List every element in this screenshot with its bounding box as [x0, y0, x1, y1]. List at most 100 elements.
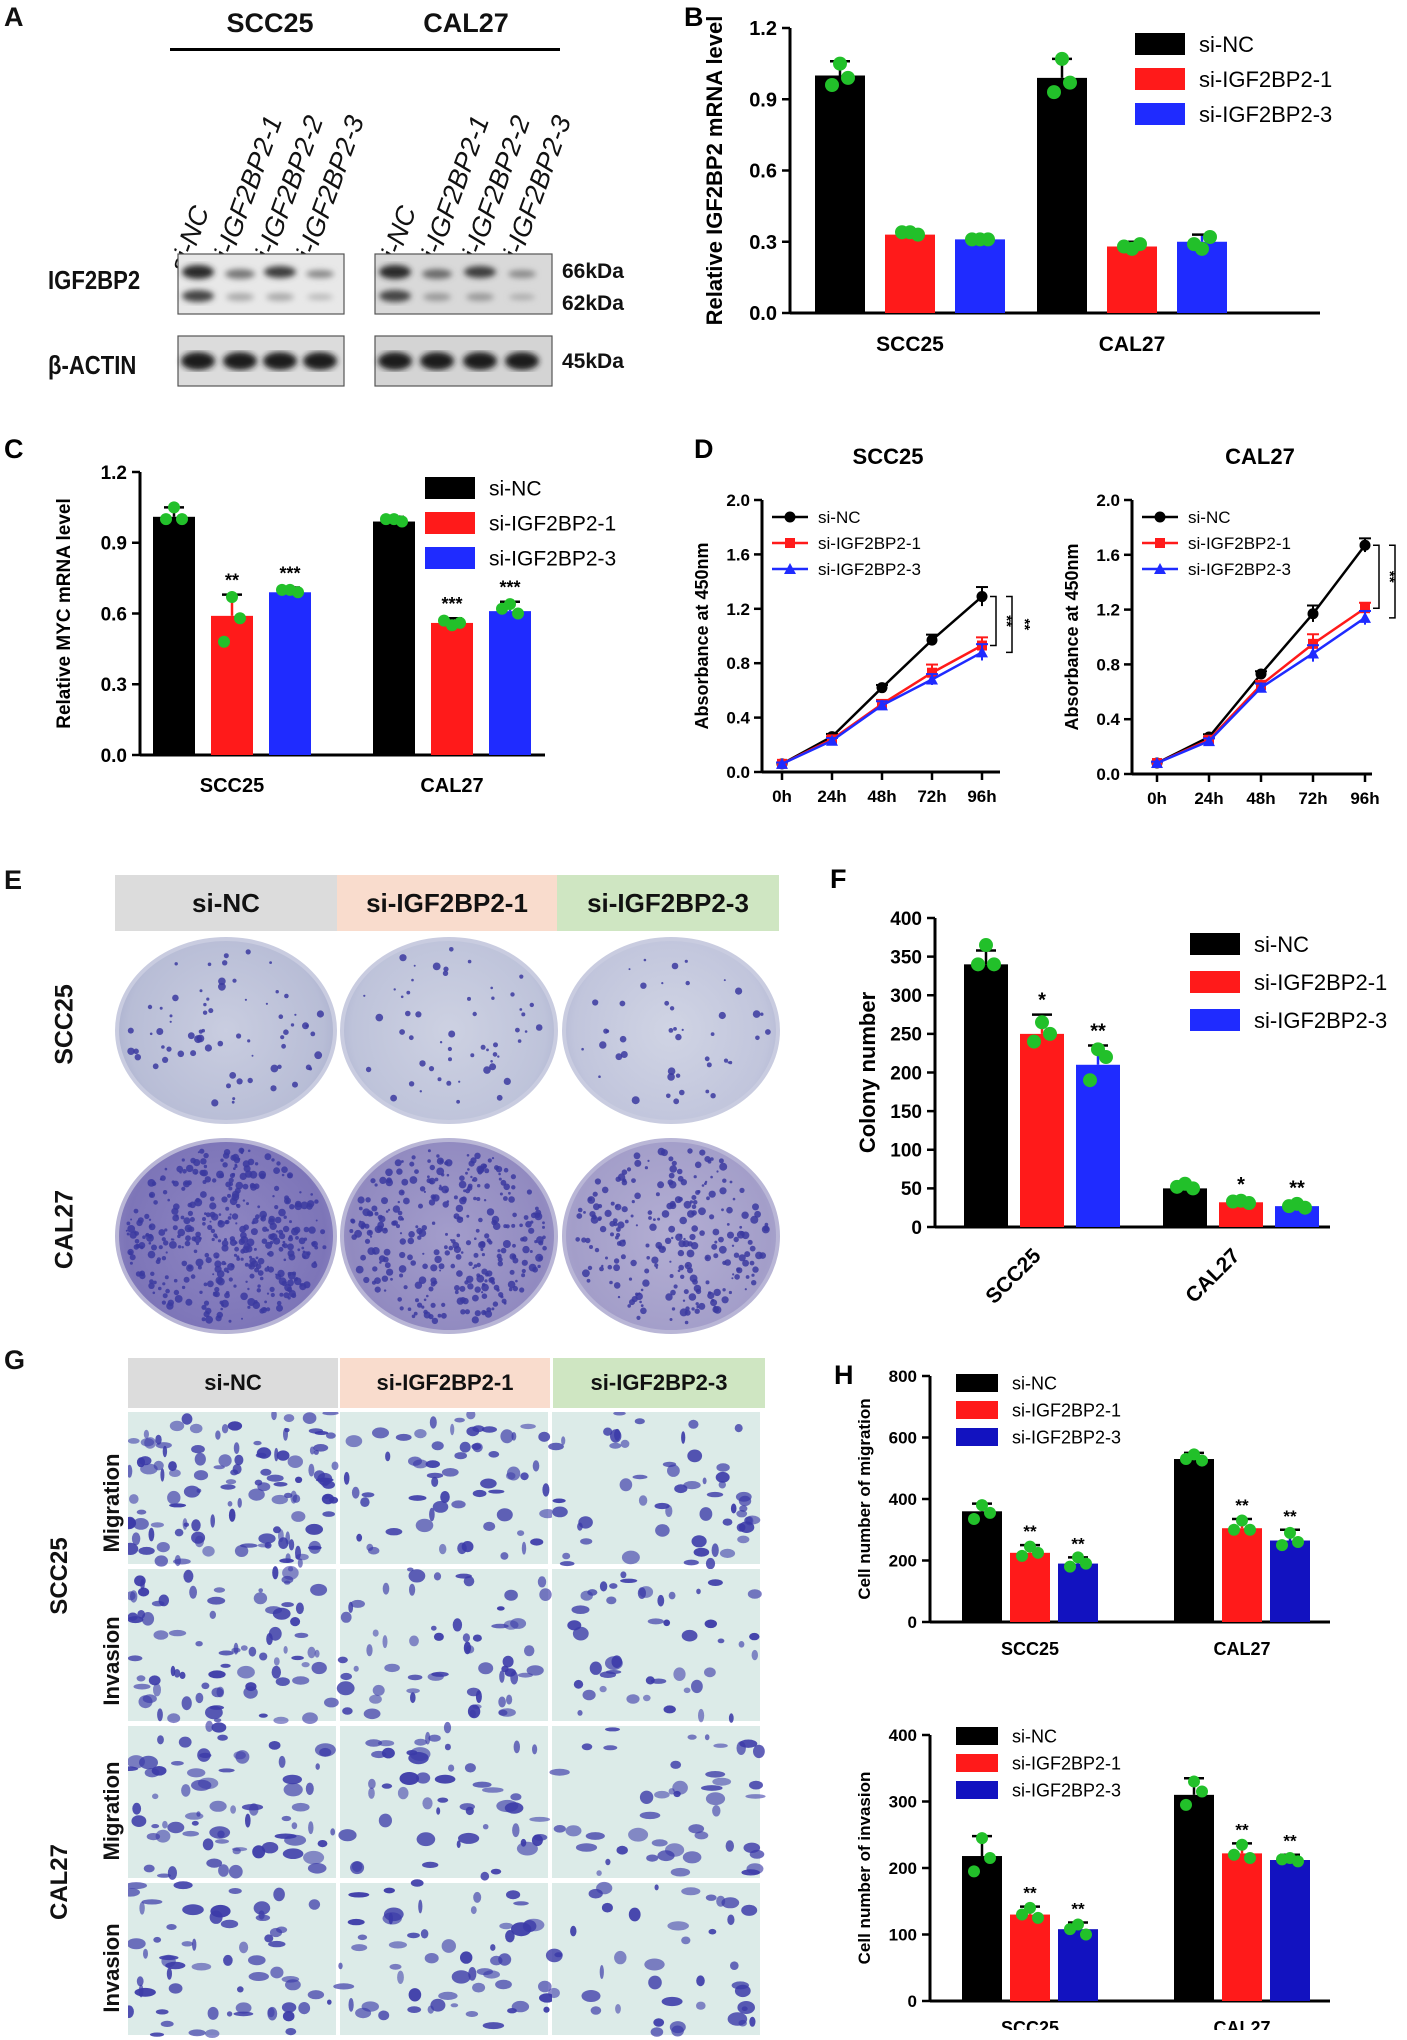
cell-cluster: [448, 1764, 455, 1772]
cell-cluster: [268, 1626, 282, 1641]
cell-cluster: [308, 1463, 315, 1477]
cell-cluster: [498, 1696, 506, 1708]
cell-cluster: [155, 1829, 171, 1843]
cell-cluster: [655, 1524, 670, 1537]
cell-cluster: [128, 1542, 139, 1555]
cell-cluster: [418, 1899, 423, 1914]
bar: [1163, 1188, 1207, 1227]
bar: [1270, 1860, 1310, 2001]
cell-cluster: [258, 1588, 263, 1593]
cell-cluster: [192, 1938, 197, 1951]
cell-cluster: [288, 1539, 295, 1551]
cell-cluster: [414, 1429, 427, 1439]
cell-cluster: [360, 1497, 370, 1507]
cell-cluster: [495, 1979, 512, 1990]
cell-cluster: [191, 1531, 206, 1544]
legend-label: si-IGF2BP2-3: [818, 560, 921, 579]
data-point: [971, 957, 985, 972]
plate-row-label-cal27: CAL27: [50, 1189, 79, 1270]
cell-cluster: [150, 1522, 164, 1528]
cell-cluster: [483, 1521, 496, 1531]
cell-cluster: [708, 1928, 717, 1935]
cell-cluster: [223, 1954, 233, 1966]
cell-cluster: [668, 1591, 676, 1600]
cell-cluster: [577, 1710, 583, 1716]
data-point: [841, 70, 855, 85]
marker-45kda: 45kDa: [562, 350, 624, 373]
data-point: [1032, 1546, 1044, 1559]
data-point: [987, 957, 1001, 972]
cell-cluster: [326, 1432, 336, 1439]
data-point: [1027, 1034, 1041, 1049]
data-point: [976, 646, 988, 658]
data-point: [968, 1512, 980, 1525]
data-point: [926, 673, 938, 685]
cell-cluster: [215, 1430, 221, 1440]
cell-cluster: [183, 1485, 201, 1498]
cell-cluster: [422, 1797, 433, 1810]
cell-cluster: [174, 1555, 181, 1567]
cell-cluster: [372, 1684, 385, 1696]
cell-cluster: [365, 1739, 383, 1747]
cell-cluster: [478, 1662, 494, 1675]
cell-cluster: [439, 1543, 447, 1555]
cell-cluster: [213, 1465, 225, 1470]
cell-cluster: [253, 1440, 262, 1446]
bar: [1058, 1929, 1098, 2001]
cell-cluster: [706, 1491, 724, 1498]
transwell-tile: [128, 1569, 336, 1721]
cell-cluster: [488, 1489, 505, 1494]
category-label: CAL27: [1213, 1639, 1270, 1659]
cell-cluster: [427, 1672, 444, 1681]
data-point: [1255, 681, 1267, 693]
cell-cluster: [157, 1708, 163, 1722]
cell-cluster: [330, 1828, 336, 1836]
legend-marker: [1154, 511, 1166, 523]
cell-cluster: [433, 1572, 442, 1581]
cell-cluster: [337, 1656, 348, 1664]
blot-row-label-igf2bp2: IGF2BP2: [48, 265, 141, 295]
cell-cluster: [248, 1488, 265, 1501]
cell-cluster: [456, 1840, 461, 1848]
cell-cluster: [510, 1793, 522, 1801]
cell-cluster: [218, 1864, 229, 1877]
cell-cluster: [196, 1811, 201, 1817]
cell-cluster: [128, 1938, 146, 1950]
cell-cluster: [651, 1839, 668, 1847]
cell-cluster: [256, 1447, 272, 1459]
plate-header-si-1: si-IGF2BP2-1: [337, 875, 557, 931]
chart-d2: CAL27 0.0 0.4 0.8 1.2 1.6 2.0 0h 24h 48h 72h 96h Abs…: [1062, 444, 1407, 808]
cell-cluster: [537, 1576, 547, 1588]
cell-cluster: [371, 1750, 387, 1759]
cell-cluster: [315, 1763, 320, 1770]
cell-cluster: [638, 1495, 648, 1506]
cell-cluster: [138, 1587, 150, 1597]
cell-cluster: [305, 1523, 323, 1535]
cell-cluster: [432, 1501, 449, 1513]
bar: [1058, 1563, 1098, 1622]
cell-cluster: [737, 1535, 750, 1544]
cell-cluster: [441, 1468, 459, 1477]
cell-cluster: [451, 1970, 471, 1984]
cell-cluster: [451, 1500, 466, 1509]
legend-label: si-NC: [1012, 1373, 1057, 1393]
significance-label: **: [1289, 1177, 1305, 1199]
cell-cluster: [162, 1445, 168, 1458]
category-label: SCC25: [981, 1244, 1045, 1308]
category-label: CAL27: [1099, 333, 1166, 356]
y-tick-label: 250: [890, 1025, 922, 1046]
cell-cluster: [663, 1619, 671, 1627]
legend-label: si-IGF2BP2-3: [1012, 1780, 1121, 1800]
cell-cluster: [128, 1882, 147, 1890]
cell-cluster: [665, 1505, 673, 1517]
bar: [1270, 1540, 1310, 1622]
data-point: [1170, 1179, 1184, 1194]
cell-cluster: [381, 1783, 393, 1789]
cell-cluster: [433, 1632, 444, 1641]
cell-cluster: [166, 1967, 172, 1980]
data-point: [1298, 1200, 1312, 1215]
data-point: [496, 602, 508, 615]
legend-marker: [1155, 538, 1165, 548]
cell-cluster: [369, 1694, 382, 1704]
cell-cluster: [295, 1476, 303, 1483]
